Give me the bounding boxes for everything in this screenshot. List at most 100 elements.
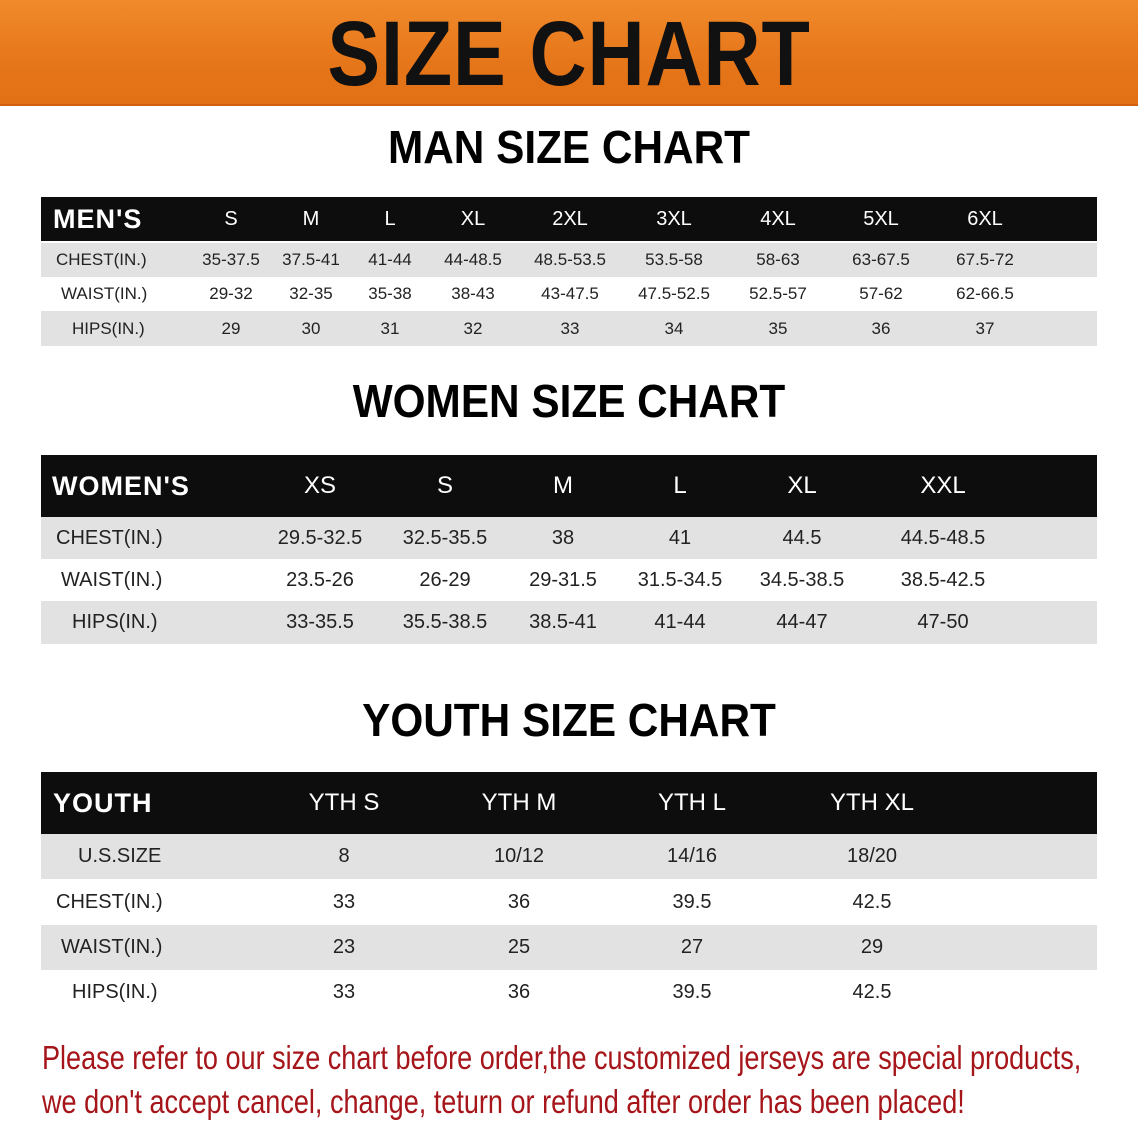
measurement-label: WAIST(IN.) — [61, 284, 148, 303]
table-cell: 31.5-34.5 — [637, 568, 723, 591]
measurement-label: CHEST(IN.) — [56, 250, 147, 269]
table-cell: 23.5-26 — [286, 568, 354, 591]
table-cell: 38-43 — [451, 284, 495, 303]
size-column-header: XS — [303, 472, 337, 499]
order-notice-line-2: we don't accept cancel, change, teturn o… — [42, 1083, 965, 1120]
table-cell: 44-48.5 — [444, 250, 502, 269]
table-cell: 58-63 — [756, 250, 800, 269]
table-cell: 48.5-53.5 — [534, 250, 606, 269]
table-cell: 57-62 — [859, 284, 903, 303]
table-cell: 26-29 — [419, 568, 471, 591]
banner: SIZE CHART — [0, 0, 1138, 106]
table-cell: 32.5-35.5 — [402, 526, 488, 549]
measurement-label: CHEST(IN.) — [56, 526, 163, 549]
table-cell: 63-67.5 — [852, 250, 910, 269]
table-cell: 10/12 — [493, 845, 545, 867]
order-notice: Please refer to our size chart before or… — [42, 1036, 1124, 1124]
size-column-header: YTH S — [308, 789, 380, 816]
table-cell: 52.5-57 — [749, 284, 807, 303]
table-cell: 47-50 — [917, 611, 969, 633]
table-cell: 41-44 — [654, 611, 706, 633]
table-cell: 8 — [338, 845, 350, 867]
table-cell: 47.5-52.5 — [638, 284, 710, 303]
size-column-header: 2XL — [552, 207, 588, 230]
table-row: CHEST(IN.) 29.5-32.5 32.5-35.5 38 41 44.5 44.5… — [41, 517, 1097, 559]
size-column-header: 5XL — [863, 207, 899, 230]
table-cell: 37 — [975, 318, 995, 338]
measurement-label: CHEST(IN.) — [56, 890, 163, 913]
measurement-label: WAIST(IN.) — [61, 936, 163, 958]
table-cell: 39.5 — [672, 981, 712, 1003]
table-cell: 41 — [668, 526, 692, 549]
size-column-header: 3XL — [656, 207, 692, 230]
men-header-row: MEN'S S M L XL 2XL 3XL 4XL 5XL 6XL — [41, 197, 1097, 241]
table-cell: 38 — [551, 526, 575, 549]
table-cell: 67.5-72 — [956, 250, 1014, 269]
banner-title: SIZE CHART — [327, 3, 811, 105]
size-column-header: YTH L — [657, 789, 727, 816]
men-header-label: MEN'S — [53, 203, 143, 234]
size-column-header: L — [384, 207, 396, 230]
measurement-label: WAIST(IN.) — [61, 568, 163, 591]
measurement-label: U.S.SIZE — [78, 845, 162, 867]
table-row: HIPS(IN.) 33-35.5 35.5-38.5 38.5-41 41-44 44-… — [41, 601, 1097, 644]
men-section-title: MAN SIZE CHART — [387, 121, 751, 173]
table-cell: 34 — [664, 318, 684, 338]
table-cell: 39.5 — [672, 890, 712, 913]
measurement-label: HIPS(IN.) — [72, 611, 158, 633]
women-header-label: WOMEN'S — [52, 470, 190, 501]
table-cell: 33 — [332, 981, 356, 1003]
table-cell: 53.5-58 — [645, 250, 703, 269]
table-cell: 36 — [871, 318, 891, 338]
measurement-label: HIPS(IN.) — [72, 981, 158, 1003]
table-row: U.S.SIZE 8 10/12 14/16 18/20 — [41, 834, 1097, 879]
table-cell: 23 — [332, 936, 356, 958]
size-column-header: M — [553, 472, 573, 499]
table-cell: 36 — [507, 981, 531, 1003]
table-cell: 62-66.5 — [956, 284, 1014, 303]
table-cell: 42.5 — [852, 981, 892, 1003]
size-column-header: YTH XL — [829, 789, 915, 816]
table-cell: 35 — [768, 318, 788, 338]
table-cell: 33 — [332, 890, 356, 913]
table-cell: 37.5-41 — [282, 250, 340, 269]
table-row: HIPS(IN.) 29 30 31 32 33 34 35 36 37 — [41, 311, 1097, 346]
size-column-header: S — [224, 207, 238, 230]
table-cell: 29.5-32.5 — [277, 526, 363, 549]
women-section-title: WOMEN SIZE CHART — [352, 375, 786, 427]
table-row: CHEST(IN.) 33 36 39.5 42.5 — [41, 879, 1097, 925]
table-cell: 33 — [560, 318, 580, 338]
size-column-header: L — [673, 472, 687, 499]
size-column-header: 6XL — [967, 207, 1003, 230]
table-cell: 30 — [301, 318, 321, 338]
table-cell: 43-47.5 — [541, 284, 599, 303]
table-cell: 44-47 — [776, 611, 828, 633]
table-cell: 42.5 — [852, 890, 892, 913]
table-cell: 35-38 — [368, 284, 412, 303]
table-cell: 44.5 — [782, 526, 822, 549]
table-cell: 29-32 — [209, 284, 253, 303]
table-cell: 29 — [860, 936, 884, 958]
table-row: CHEST(IN.) 35-37.5 37.5-41 41-44 44-48.5 48.5… — [41, 243, 1097, 277]
table-cell: 33-35.5 — [286, 611, 354, 633]
table-cell: 44.5-48.5 — [900, 526, 986, 549]
size-column-header: S — [436, 472, 454, 499]
youth-header-label: YOUTH — [53, 787, 153, 818]
table-cell: 34.5-38.5 — [759, 568, 845, 591]
size-column-header: 4XL — [760, 207, 796, 230]
table-cell: 25 — [507, 936, 531, 958]
table-cell: 14/16 — [666, 845, 718, 867]
table-cell: 35-37.5 — [202, 250, 260, 269]
order-notice-line-1: Please refer to our size chart before or… — [42, 1039, 1082, 1076]
table-cell: 32-35 — [289, 284, 333, 303]
table-row: HIPS(IN.) 33 36 39.5 42.5 — [41, 970, 1097, 1015]
table-cell: 31 — [380, 318, 400, 338]
table-row: WAIST(IN.) 23 25 27 29 — [41, 925, 1097, 970]
youth-section-title: YOUTH SIZE CHART — [362, 694, 776, 746]
women-header-row: WOMEN'S XS S M L XL XXL — [41, 455, 1097, 517]
size-column-header: XL — [787, 472, 817, 499]
table-cell: 38.5-42.5 — [900, 568, 986, 591]
table-row: WAIST(IN.) 23.5-26 26-29 29-31.5 31.5-34.5 34… — [41, 559, 1097, 601]
table-cell: 35.5-38.5 — [402, 611, 488, 633]
measurement-label: HIPS(IN.) — [72, 318, 145, 338]
